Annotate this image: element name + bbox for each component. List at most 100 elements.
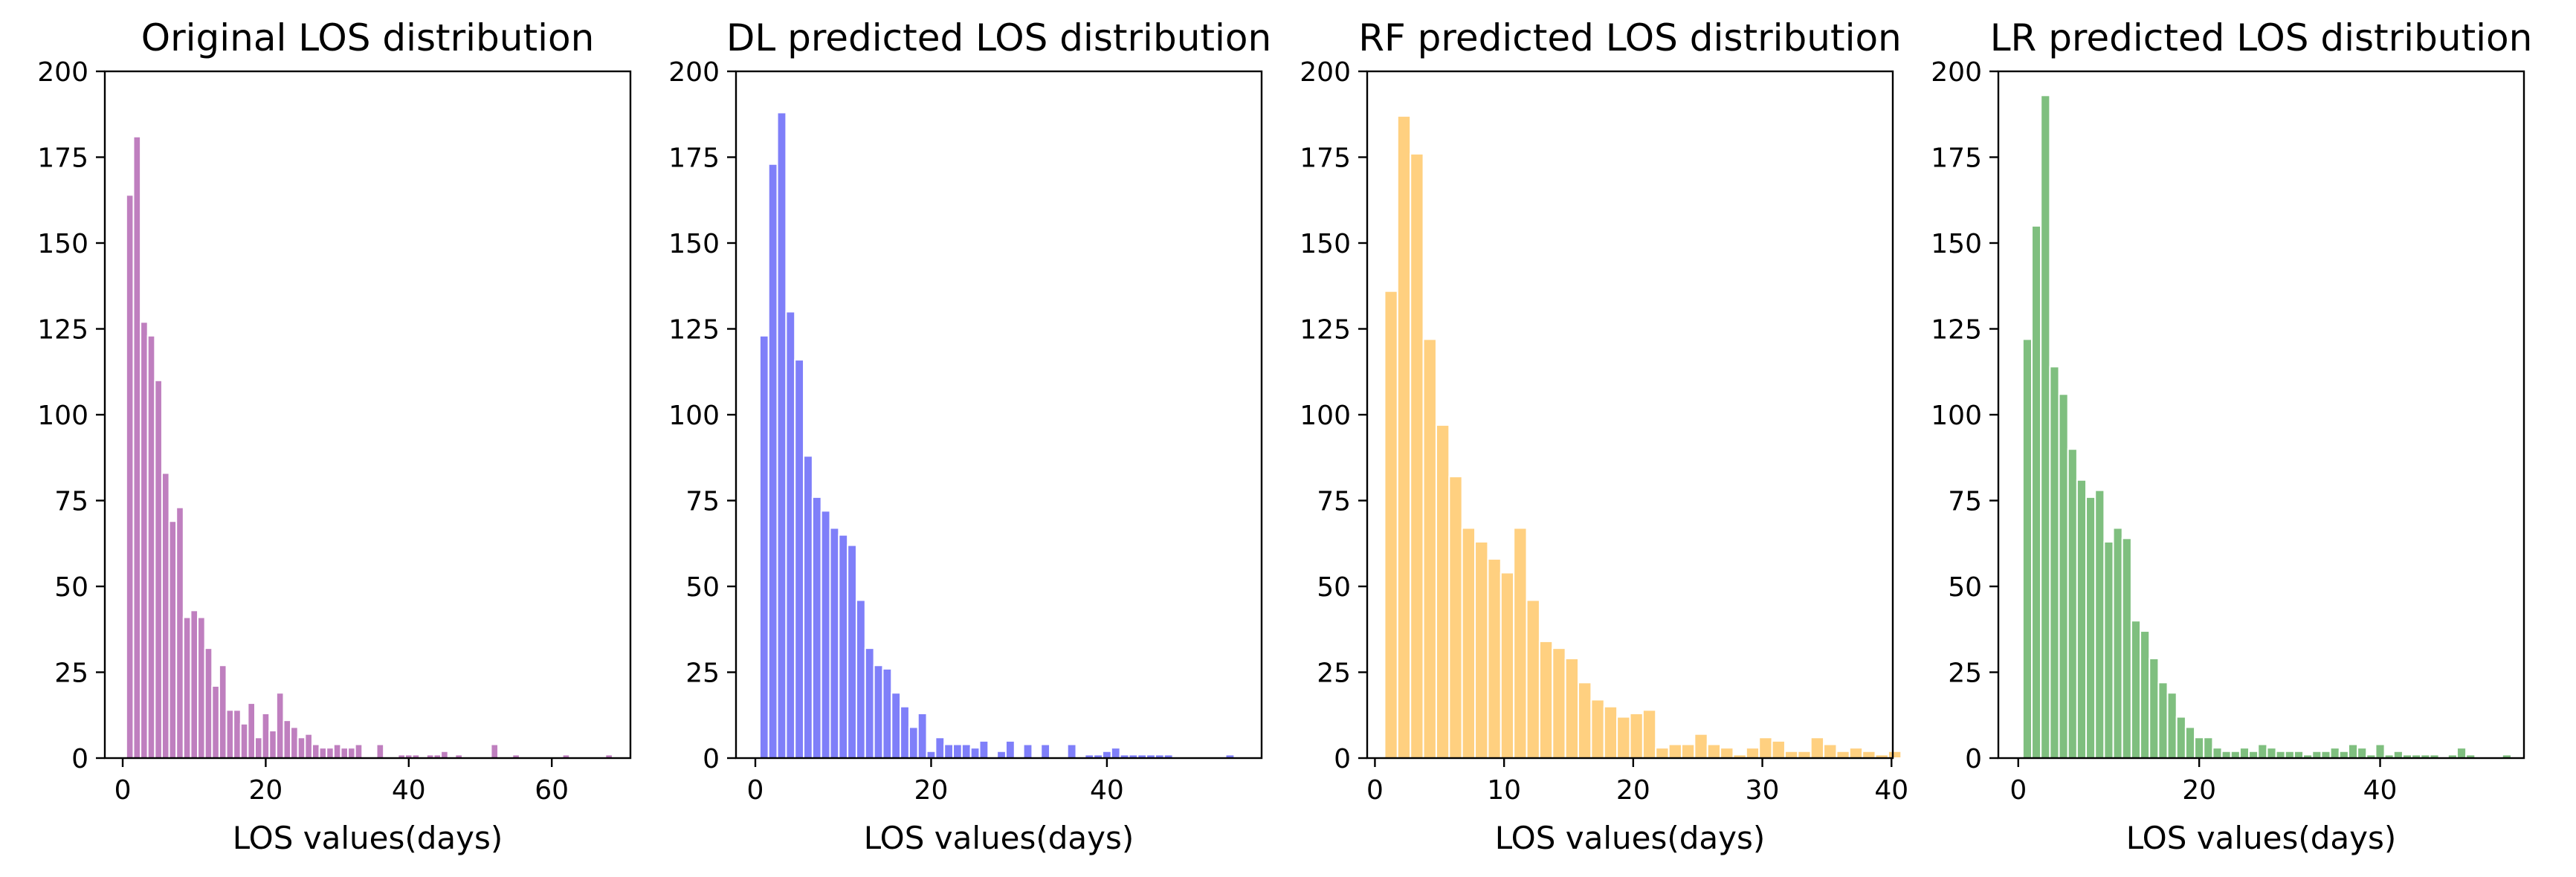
bar bbox=[2130, 620, 2142, 760]
bar bbox=[233, 709, 242, 760]
y-tick-label: 100 bbox=[1931, 401, 1982, 431]
x-tick-label: 40 bbox=[1090, 775, 1124, 806]
bar bbox=[1448, 476, 1463, 759]
y-tick-label: 125 bbox=[37, 315, 88, 346]
bar bbox=[440, 750, 449, 760]
bar bbox=[1040, 743, 1051, 760]
bar bbox=[146, 334, 156, 759]
bar bbox=[1848, 747, 1864, 760]
x-tick-label: 20 bbox=[1616, 775, 1650, 806]
bar bbox=[908, 726, 919, 759]
bars-rf bbox=[1384, 115, 1902, 760]
bar bbox=[1578, 682, 1592, 759]
bar bbox=[2049, 366, 2060, 759]
xlabel-rf: LOS values(days) bbox=[1495, 820, 1765, 856]
bar bbox=[1435, 424, 1450, 759]
bar bbox=[2067, 448, 2078, 759]
bar bbox=[864, 647, 875, 759]
bar bbox=[2203, 737, 2214, 760]
y-tick-label: 175 bbox=[668, 143, 720, 174]
bar bbox=[2347, 743, 2359, 760]
bar bbox=[161, 472, 170, 759]
y-tick-label: 25 bbox=[1948, 658, 1982, 689]
bar bbox=[211, 685, 220, 759]
bars-original bbox=[125, 135, 613, 760]
bar bbox=[2149, 658, 2160, 760]
bar bbox=[855, 599, 866, 759]
bar bbox=[952, 743, 963, 760]
xlabel-dl: LOS values(days) bbox=[864, 820, 1134, 856]
y-tick-label: 25 bbox=[1317, 658, 1351, 689]
y-tick-label: 100 bbox=[37, 401, 88, 431]
bar bbox=[1022, 743, 1033, 760]
bar bbox=[1552, 647, 1566, 759]
bar bbox=[2031, 224, 2042, 759]
x-tick-label: 0 bbox=[1366, 775, 1384, 806]
bar bbox=[239, 722, 249, 759]
bar bbox=[154, 379, 163, 759]
y-tick-label: 175 bbox=[1931, 143, 1982, 174]
bar bbox=[978, 740, 990, 760]
y-tick-label: 175 bbox=[37, 143, 88, 174]
bar bbox=[1110, 747, 1121, 760]
bar bbox=[1410, 152, 1424, 759]
bar bbox=[1461, 527, 1476, 760]
bar bbox=[873, 664, 884, 760]
bar bbox=[1513, 527, 1528, 760]
bars-lr bbox=[2021, 94, 2512, 760]
x-tick-label: 20 bbox=[2182, 775, 2216, 806]
bar bbox=[1823, 743, 1838, 760]
bar bbox=[268, 730, 277, 759]
x-tick-label: 10 bbox=[1487, 775, 1521, 806]
bar bbox=[1629, 712, 1644, 760]
bar bbox=[811, 496, 822, 759]
y-tick-label: 125 bbox=[1931, 315, 1982, 346]
bar bbox=[197, 616, 206, 760]
bar bbox=[1004, 740, 1016, 760]
bar bbox=[1487, 558, 1502, 759]
y-tick-label: 150 bbox=[668, 229, 720, 259]
bar bbox=[140, 321, 149, 759]
y-tick-label: 75 bbox=[1948, 487, 1982, 517]
bar bbox=[247, 702, 256, 760]
y-tick-label: 50 bbox=[54, 572, 88, 603]
y-tick-label: 175 bbox=[1300, 143, 1351, 174]
bar bbox=[1655, 747, 1670, 760]
bar bbox=[1887, 750, 1902, 760]
bar bbox=[2248, 750, 2259, 760]
x-tick-label: 60 bbox=[535, 775, 569, 806]
bar bbox=[1706, 743, 1722, 760]
panel-original: Original LOS distribution LOS values(day… bbox=[37, 16, 632, 856]
y-tick-label: 125 bbox=[668, 315, 720, 346]
bar bbox=[794, 359, 805, 759]
bar bbox=[1396, 115, 1412, 759]
y-tick-label: 25 bbox=[54, 658, 88, 689]
y-tick-label: 150 bbox=[37, 229, 88, 259]
bar bbox=[917, 712, 928, 760]
bar bbox=[803, 455, 813, 759]
bar bbox=[1642, 709, 1657, 760]
bar bbox=[961, 743, 972, 760]
bar bbox=[218, 664, 227, 760]
y-tick-label: 200 bbox=[37, 57, 88, 88]
bar bbox=[767, 163, 778, 760]
bar bbox=[283, 719, 292, 759]
bar bbox=[776, 111, 787, 759]
y-tick-label: 200 bbox=[668, 57, 720, 88]
panel-lr: LR predicted LOS distribution LOS values… bbox=[1931, 16, 2532, 856]
bar bbox=[891, 692, 902, 759]
bar bbox=[1758, 737, 1773, 760]
bar bbox=[2320, 750, 2331, 760]
bar bbox=[2230, 750, 2241, 760]
bar bbox=[1500, 572, 1515, 760]
y-tick-label: 50 bbox=[1317, 572, 1351, 603]
bar bbox=[168, 520, 178, 759]
bar bbox=[2076, 479, 2088, 760]
title-lr: LR predicted LOS distribution bbox=[1990, 16, 2533, 59]
xlabel-original: LOS values(days) bbox=[233, 820, 503, 856]
bar bbox=[785, 311, 796, 759]
y-tick-label: 150 bbox=[1300, 229, 1351, 259]
x-tick-label: 30 bbox=[1746, 775, 1780, 806]
bar bbox=[1680, 743, 1696, 760]
